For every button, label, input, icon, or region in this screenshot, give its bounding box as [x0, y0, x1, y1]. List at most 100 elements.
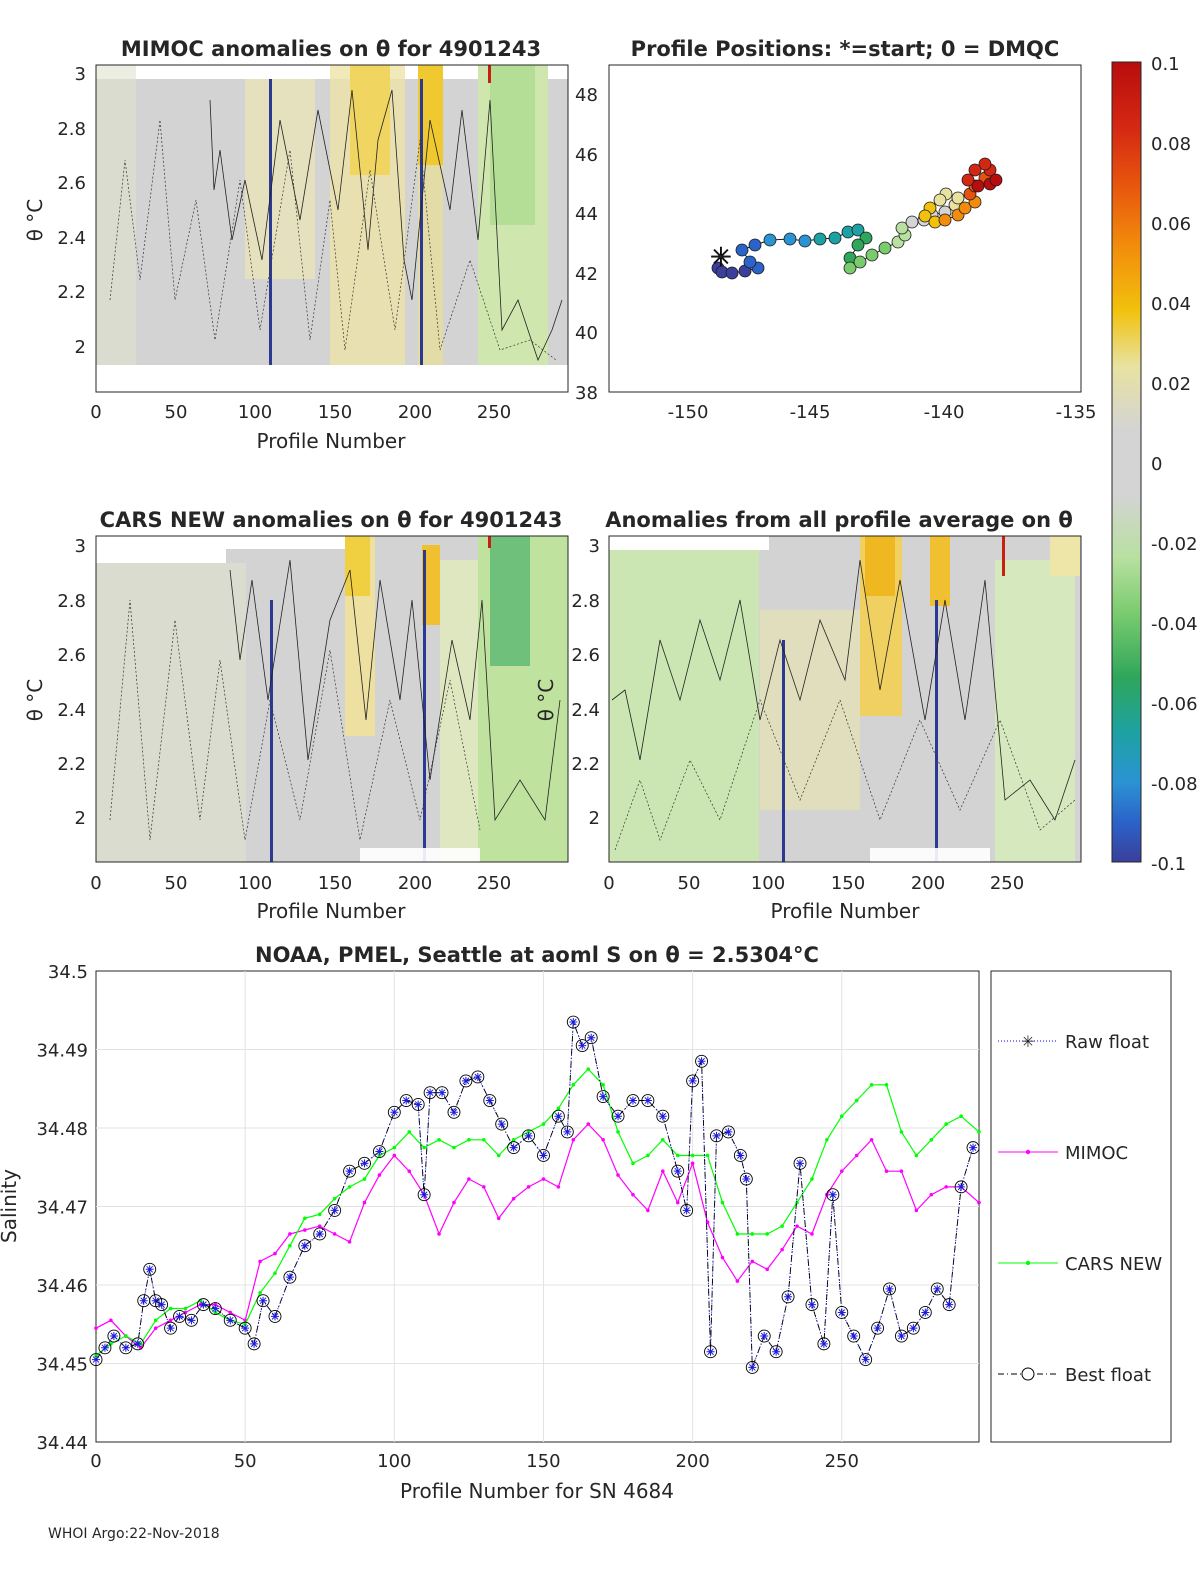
best-float-point: [471, 1070, 485, 1084]
cars-ylabel: θ °C: [23, 679, 47, 722]
position-marker: [905, 215, 919, 229]
position-marker: [961, 173, 975, 187]
data-point: [675, 1200, 680, 1205]
mimoc-ylabel: θ °C: [23, 199, 47, 242]
data-point: [183, 1306, 188, 1311]
best-float-point: [847, 1329, 861, 1343]
avg-xtick: 150: [831, 873, 865, 894]
best-float-point: [680, 1203, 694, 1217]
data-point: [810, 1232, 814, 1236]
best-float-point: [256, 1294, 270, 1308]
data-point: [884, 1169, 889, 1173]
salinity-xtick: 0: [90, 1451, 101, 1472]
data-point: [258, 1259, 262, 1264]
avg-xtick: 250: [990, 873, 1024, 894]
data-point: [452, 1145, 456, 1150]
colorbar-tick: 0.08: [1151, 134, 1191, 155]
data-point: [869, 1137, 874, 1142]
avg-xtick: 200: [911, 873, 945, 894]
mimoc-ytick: 3: [75, 64, 86, 85]
salinity-title: NOAA, PMEL, Seattle at aoml S on θ = 2.5…: [255, 943, 819, 967]
mimoc-ytick: 2: [75, 337, 86, 358]
data-point: [407, 1130, 412, 1134]
best-float-point: [611, 1109, 625, 1123]
cars-title: CARS NEW anomalies on θ for 4901243: [100, 508, 563, 532]
best-float-point: [566, 1015, 580, 1029]
position-marker: [859, 231, 873, 245]
best-float-point: [173, 1309, 186, 1323]
data-point: [869, 1083, 874, 1087]
mimoc-xtick: 0: [90, 402, 101, 423]
data-point: [977, 1130, 981, 1134]
best-float-point: [710, 1129, 723, 1143]
best-float-point: [522, 1129, 536, 1143]
positions-title: Profile Positions: *=start; 0 = DMQC: [631, 37, 1060, 61]
cars-panel: CARS NEW anomalies on θ for 4901243 3 2.…: [23, 508, 569, 923]
data-point: [273, 1251, 277, 1256]
legend: ✳ Raw float MIMOC CARS NEW Best float: [990, 970, 1172, 1443]
data-point: [899, 1169, 904, 1173]
position-marker: [933, 193, 947, 207]
data-point: [914, 1208, 919, 1213]
salinity-series: [89, 1015, 981, 1374]
position-marker: [853, 255, 867, 269]
best-float-point: [894, 1329, 908, 1343]
data-point: [601, 1137, 605, 1142]
position-marker: [828, 231, 842, 245]
salinity-ytick: 34.46: [36, 1276, 88, 1297]
colorbar-tick: 0.06: [1151, 214, 1191, 235]
data-point: [422, 1145, 426, 1150]
data-point: [601, 1083, 605, 1087]
data-point: [977, 1200, 981, 1205]
best-float-point: [871, 1321, 885, 1335]
data-point: [288, 1243, 292, 1248]
data-point: [750, 1232, 755, 1236]
cars-ytick: 2: [75, 808, 86, 829]
mimoc-xtick: 100: [238, 402, 272, 423]
best-float-point: [817, 1337, 831, 1351]
best-float-point: [930, 1282, 944, 1296]
best-float-point: [358, 1156, 371, 1170]
data-point: [914, 1153, 919, 1158]
cars-xtick: 50: [165, 873, 188, 894]
average-title: Anomalies from all profile average on θ: [605, 508, 1073, 532]
salinity-xtick: 200: [675, 1451, 709, 1472]
data-point: [332, 1196, 337, 1201]
best-float-point: [826, 1188, 840, 1202]
legend-box: [990, 970, 1172, 1443]
data-point: [690, 1153, 695, 1158]
cars-xtick: 0: [90, 873, 101, 894]
best-float-point: [686, 1074, 700, 1088]
best-float-point: [704, 1345, 717, 1359]
pos-xtick: -150: [668, 402, 709, 423]
cars-xtick: 250: [477, 873, 511, 894]
data-point: [347, 1185, 352, 1189]
position-marker: [971, 179, 985, 193]
data-point: [675, 1153, 680, 1158]
mimoc-xtick: 250: [477, 402, 511, 423]
data-point: [735, 1232, 740, 1236]
best-float-point: [164, 1321, 178, 1335]
best-float-point: [196, 1298, 210, 1312]
best-float-point: [268, 1309, 282, 1323]
best-float-point: [185, 1313, 198, 1327]
data-point: [303, 1228, 307, 1232]
position-marker: [783, 232, 797, 246]
best-float-point: [721, 1125, 735, 1139]
data-point: [556, 1185, 561, 1189]
position-marker: [735, 243, 749, 257]
data-point: [616, 1173, 620, 1177]
best-float-point: [399, 1094, 413, 1107]
colorbar-tick: 0.02: [1151, 374, 1191, 395]
best-float-point: [671, 1164, 685, 1178]
best-float-point: [343, 1164, 357, 1178]
mimoc-xtick: 50: [165, 402, 188, 423]
best-float-point: [328, 1203, 342, 1217]
best-float-point: [560, 1125, 574, 1139]
pos-ytick: 42: [575, 264, 598, 285]
data-point: [884, 1083, 889, 1087]
data-point: [631, 1192, 635, 1197]
data-point: [810, 1177, 814, 1181]
cars-xlabel: Profile Number: [257, 899, 407, 923]
